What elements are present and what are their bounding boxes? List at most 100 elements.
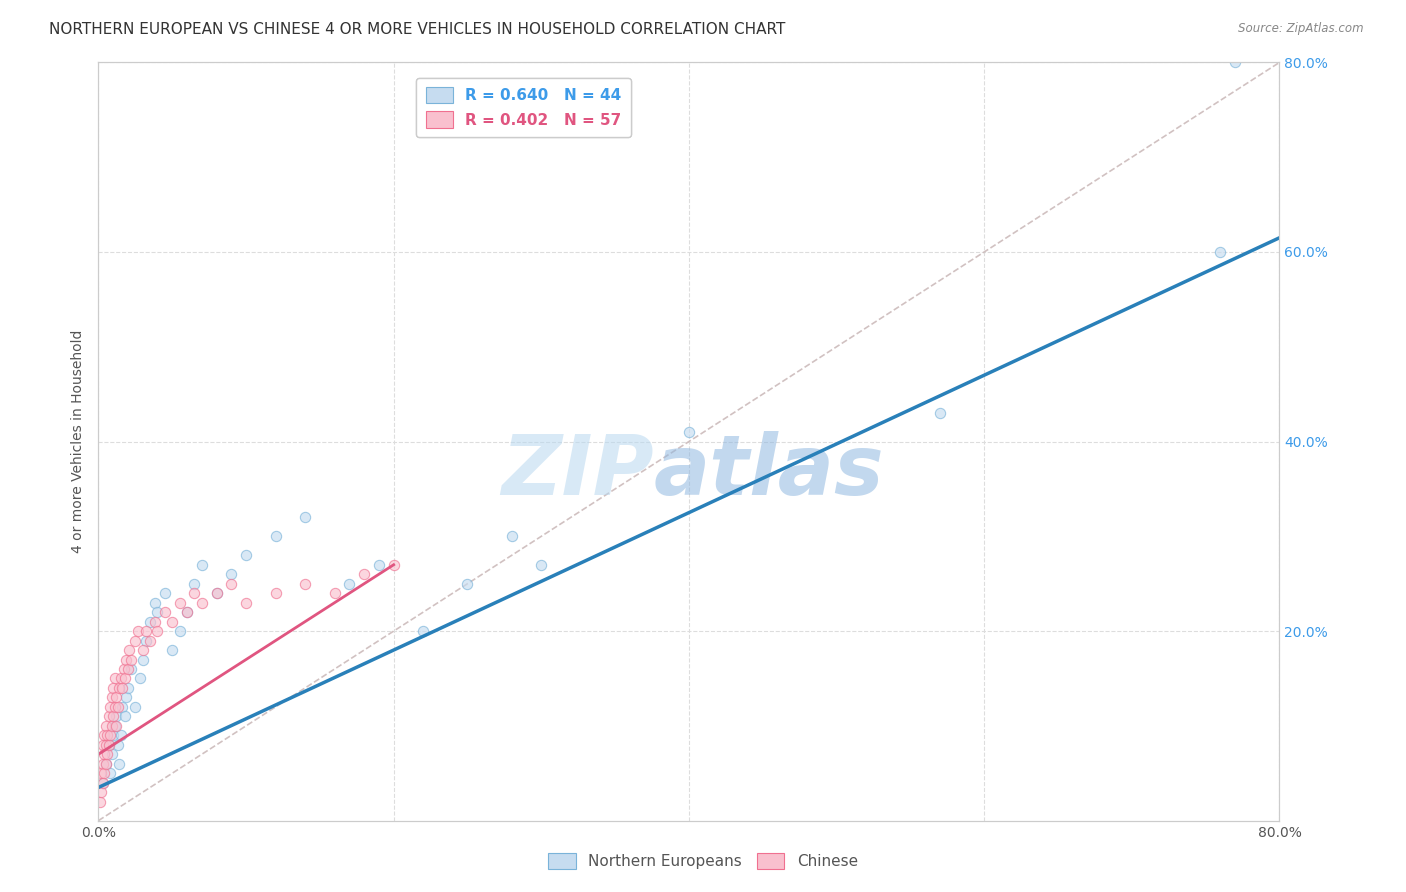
Point <box>501 529 523 543</box>
Point <box>294 576 316 591</box>
Point <box>221 567 243 582</box>
Text: NORTHERN EUROPEAN VS CHINESE 4 OR MORE VEHICLES IN HOUSEHOLD CORRELATION CHART: NORTHERN EUROPEAN VS CHINESE 4 OR MORE V… <box>49 22 786 37</box>
Point <box>678 425 700 439</box>
Point <box>132 643 155 657</box>
Point <box>105 719 128 733</box>
Point <box>235 548 257 563</box>
Point <box>120 652 142 666</box>
Point <box>162 643 183 657</box>
Point <box>104 672 127 686</box>
Point <box>90 785 112 799</box>
Point <box>183 576 205 591</box>
Point <box>118 643 141 657</box>
Point <box>103 709 125 723</box>
Point <box>103 681 125 695</box>
Legend: R = 0.640   N = 44, R = 0.402   N = 57: R = 0.640 N = 44, R = 0.402 N = 57 <box>416 78 631 137</box>
Point <box>94 756 117 771</box>
Point <box>132 652 155 666</box>
Point <box>127 624 149 639</box>
Point <box>139 615 162 629</box>
Point <box>89 795 111 809</box>
Point <box>146 605 169 619</box>
Point <box>124 633 146 648</box>
Point <box>105 690 128 705</box>
Point <box>93 728 115 742</box>
Point <box>94 756 117 771</box>
Point <box>124 699 146 714</box>
Point <box>139 633 162 648</box>
Point <box>294 510 316 524</box>
Point <box>107 738 129 752</box>
Point <box>103 728 125 742</box>
Point <box>153 605 176 619</box>
Point <box>105 709 128 723</box>
Point <box>97 738 120 752</box>
Point <box>97 738 120 752</box>
Point <box>96 728 118 742</box>
Point <box>117 681 139 695</box>
Point <box>1225 55 1247 70</box>
Point <box>94 719 117 733</box>
Y-axis label: 4 or more Vehicles in Household: 4 or more Vehicles in Household <box>72 330 86 553</box>
Point <box>457 576 479 591</box>
Point <box>98 766 121 780</box>
Point <box>108 756 131 771</box>
Point <box>169 596 191 610</box>
Point <box>100 690 122 705</box>
Point <box>114 709 136 723</box>
Legend: Northern Europeans, Chinese: Northern Europeans, Chinese <box>543 847 863 875</box>
Point <box>110 672 132 686</box>
Point <box>368 558 391 572</box>
Point <box>93 766 115 780</box>
Point <box>191 558 214 572</box>
Point <box>91 776 114 790</box>
Point <box>90 766 112 780</box>
Point <box>128 672 150 686</box>
Point <box>94 738 117 752</box>
Point <box>176 605 198 619</box>
Point <box>412 624 434 639</box>
Point <box>1209 244 1232 259</box>
Point <box>115 652 138 666</box>
Point <box>169 624 191 639</box>
Point <box>91 756 114 771</box>
Point <box>339 576 361 591</box>
Point <box>162 615 183 629</box>
Point <box>115 690 138 705</box>
Point <box>114 672 136 686</box>
Point <box>100 747 122 762</box>
Point <box>120 662 142 676</box>
Point <box>112 662 135 676</box>
Point <box>111 699 134 714</box>
Point <box>929 406 952 420</box>
Text: ZIP: ZIP <box>501 432 654 512</box>
Point <box>143 615 166 629</box>
Point <box>183 586 205 600</box>
Point <box>108 681 131 695</box>
Point <box>353 567 375 582</box>
Point <box>235 596 257 610</box>
Point <box>153 586 176 600</box>
Point <box>91 776 114 790</box>
Point <box>382 558 405 572</box>
Point <box>264 529 287 543</box>
Point <box>91 738 114 752</box>
Point <box>146 624 169 639</box>
Point <box>143 596 166 610</box>
Point <box>176 605 198 619</box>
Point <box>135 624 157 639</box>
Point <box>530 558 553 572</box>
Point <box>93 747 115 762</box>
Point <box>104 719 127 733</box>
Point <box>191 596 214 610</box>
Point <box>264 586 287 600</box>
Point <box>98 699 121 714</box>
Point <box>323 586 346 600</box>
Point <box>110 728 132 742</box>
Point <box>205 586 228 600</box>
Point <box>96 747 118 762</box>
Point <box>117 662 139 676</box>
Point <box>100 719 122 733</box>
Point <box>205 586 228 600</box>
Point <box>104 699 127 714</box>
